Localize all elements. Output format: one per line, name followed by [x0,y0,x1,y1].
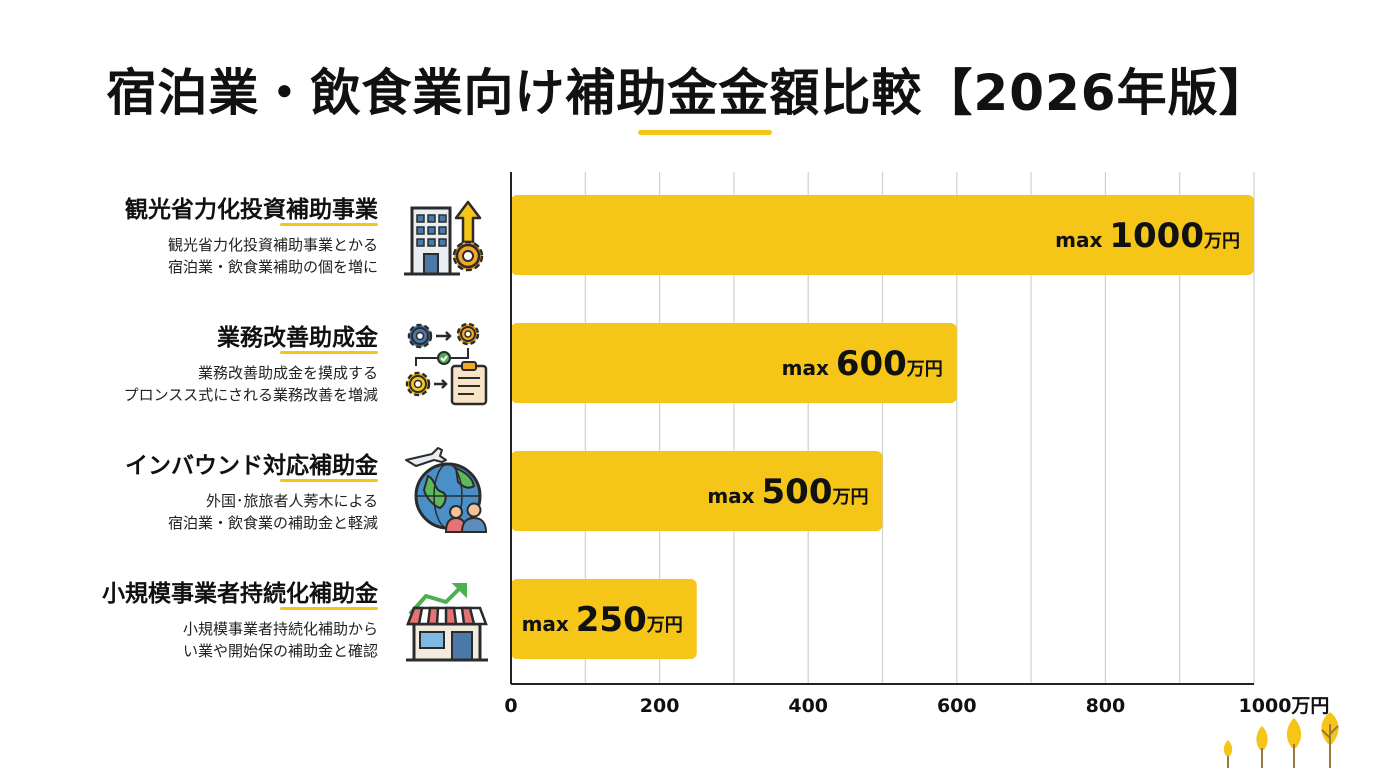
bar [511,323,957,403]
bar-value-label: max 500万円 [707,472,868,512]
category-description: 小規模事業者持続化補助から い業や開始保の補助金と確認 [183,618,378,662]
x-tick-label: 400 [788,695,828,717]
category-description-line: 宿泊業・飲食業補助の個を増に [167,258,378,276]
bar-value-label: max 600万円 [782,344,943,384]
category-underline [280,351,378,354]
category-description-line: 観光省力化投資補助事業とかる [167,236,378,254]
bar [511,579,697,659]
category-description-line: 業務改善助成金を摸成する [197,364,378,382]
x-tick-label: 0 [504,695,517,717]
x-tick-label: 600 [937,695,977,717]
category-description: 外国･旅旅者人莠木による宿泊業・飲食業の補助金と軽減 [168,490,378,534]
x-tick-label: 200 [640,695,680,717]
x-tick-label: 1000万円 [1239,695,1330,717]
bar [511,451,883,531]
category-description: 業務改善助成金を摸成するプロンスス式にされる業務改善を増減 [124,362,378,406]
bar-value-label: max 250万円 [522,600,683,640]
globe-plane-people-icon [405,447,488,533]
category-name: 小規模事業者持続化補助金 [102,581,378,607]
bar-value-label: max 1000万円 [1055,216,1240,256]
category-underline [280,223,378,226]
decorative-trees [1223,712,1339,768]
category-description-line: 宿泊業・飲食業の補助金と軽減 [167,514,378,532]
building-gear-arrow-icon [404,200,484,276]
category-name: インバウンド対応補助金 [125,453,378,479]
page-title: 宿泊業・飲食業向け補助金金額比較【2026年版】 [106,64,1270,122]
bar [511,195,1254,275]
category-underline [280,607,378,610]
x-tick-label: 800 [1086,695,1126,717]
category-name: 業務改善助成金 [217,325,378,351]
category-name: 観光省力化投資補助事業 [125,197,378,223]
category-description-line: 外国･旅旅者人莠木による [205,492,378,510]
category-description: 観光省力化投資補助事業とかる 宿泊業・飲食業補助の個を増に [168,234,378,278]
gears-clipboard-icon [405,322,488,406]
category-description-line: プロンスス式にされる業務改善を増減 [123,386,378,404]
title-underline [638,130,772,135]
category-description-line: い業や開始保の補助金と確認 [182,642,378,660]
category-underline [280,479,378,482]
storefront-growth-icon [406,583,488,662]
category-description-line: 小規模事業者持続化補助から [182,620,378,638]
